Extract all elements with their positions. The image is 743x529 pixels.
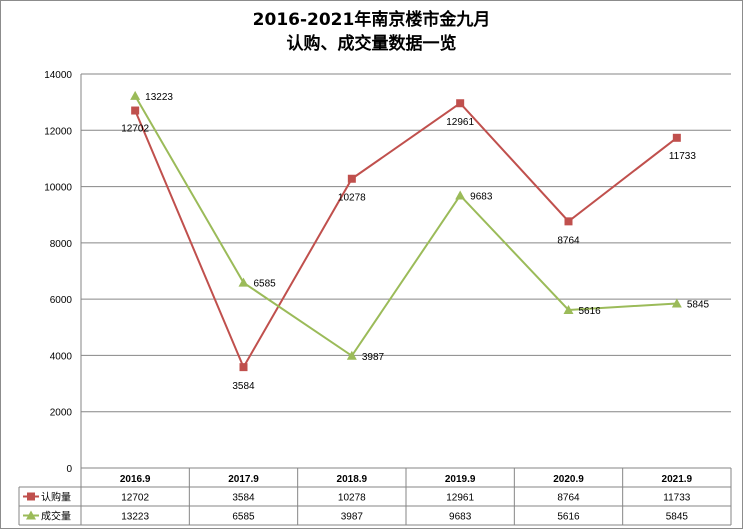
data-point — [563, 304, 574, 314]
table-cell-value: 5616 — [557, 512, 580, 523]
data-label: 5616 — [579, 306, 602, 317]
x-category-label: 2020.9 — [553, 474, 584, 485]
data-label: 5845 — [687, 300, 710, 311]
data-point — [347, 174, 356, 183]
table-cell-value: 12702 — [121, 493, 149, 504]
y-tick-label: 0 — [66, 464, 72, 475]
table-cell-value: 12961 — [446, 493, 474, 504]
table-cell-value: 11733 — [663, 493, 691, 504]
y-tick-label: 6000 — [50, 295, 73, 306]
series-line — [134, 95, 677, 358]
data-point — [346, 350, 357, 360]
y-tick-label: 14000 — [44, 70, 72, 81]
y-tick-label: 10000 — [44, 183, 72, 194]
chart-title-line-1: 2016-2021年南京楼市金九月 — [252, 10, 491, 30]
data-point — [564, 217, 573, 226]
table-cell-value: 8764 — [557, 493, 580, 504]
x-category-label: 2019.9 — [445, 474, 476, 485]
data-point — [456, 99, 465, 108]
series-line — [134, 101, 678, 370]
data-label: 9683 — [470, 191, 493, 202]
data-label: 8764 — [557, 235, 580, 246]
data-point — [131, 106, 140, 115]
data-label: 12961 — [446, 117, 474, 128]
data-point — [455, 190, 466, 200]
data-point — [671, 298, 682, 308]
table-cell-value: 9683 — [449, 512, 472, 523]
legend-label: 认购量 — [41, 491, 71, 504]
y-tick-label: 12000 — [44, 126, 72, 137]
table-cell-value: 5845 — [666, 512, 689, 523]
y-tick-label: 2000 — [50, 408, 73, 419]
data-label: 13223 — [145, 92, 173, 103]
y-tick-label: 8000 — [50, 239, 73, 250]
x-category-label: 2021.9 — [662, 474, 693, 485]
chart-title-line-2: 认购、成交量数据一览 — [286, 34, 457, 54]
data-label: 11733 — [669, 151, 697, 162]
table-cell-value: 10278 — [338, 493, 366, 504]
data-label: 3584 — [232, 381, 255, 392]
table-cell-value: 3584 — [232, 493, 255, 504]
y-tick-label: 4000 — [50, 351, 73, 362]
table-cell-value: 3987 — [341, 512, 364, 523]
data-point — [672, 133, 681, 142]
legend-label: 成交量 — [41, 510, 71, 523]
data-label: 3987 — [362, 352, 385, 363]
chart-title: 2016-2021年南京楼市金九月 认购、成交量数据一览 — [0, 8, 743, 56]
data-point — [130, 90, 141, 100]
legend-marker — [27, 492, 35, 501]
table-cell-value: 6585 — [232, 512, 255, 523]
data-label: 10278 — [338, 193, 366, 204]
data-label: 6585 — [254, 279, 277, 290]
data-point — [238, 277, 249, 287]
data-point — [239, 363, 248, 372]
x-category-label: 2017.9 — [228, 474, 259, 485]
table-cell-value: 13223 — [121, 512, 149, 523]
x-category-label: 2016.9 — [120, 474, 151, 485]
data-label: 12702 — [121, 124, 149, 135]
x-category-label: 2018.9 — [337, 474, 368, 485]
legend-marker — [26, 510, 36, 520]
